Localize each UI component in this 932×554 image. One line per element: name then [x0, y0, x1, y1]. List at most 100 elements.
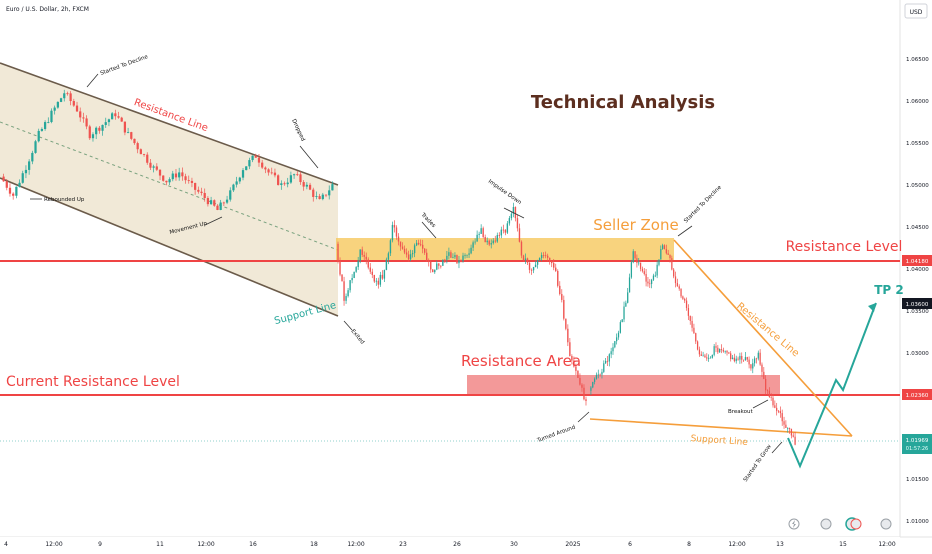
- time-tick-label: 12:00: [878, 541, 895, 548]
- time-tick-label: 12:00: [728, 541, 745, 548]
- candle-body: [47, 122, 50, 123]
- candle-body: [349, 280, 351, 291]
- projection-path: [787, 302, 877, 469]
- candle-body: [149, 162, 152, 168]
- candle-body: [82, 117, 85, 119]
- time-axis-ticks: 4 12:00 9 11 12:00 16 18 12:00 23 26 30 2025 6 8 12:00…: [4, 541, 896, 548]
- candle-body: [785, 424, 787, 428]
- candle-body: [662, 245, 664, 250]
- currency-button-label[interactable]: USD: [910, 9, 923, 16]
- candle-body: [238, 177, 241, 182]
- candle-body: [430, 261, 432, 270]
- candle-body: [565, 318, 567, 329]
- label-support-line-2: Support Line: [690, 434, 748, 448]
- time-tick-label: 16: [249, 541, 257, 548]
- candle-body: [700, 354, 702, 356]
- candle-body: [656, 264, 658, 276]
- candle-body: [466, 254, 468, 256]
- candle-body: [120, 117, 123, 122]
- projection-arrowhead: [868, 303, 876, 312]
- badge-last-price: [902, 434, 932, 454]
- candle-body: [339, 261, 341, 275]
- candle-body: [395, 227, 398, 237]
- time-tick-label: 12:00: [347, 541, 364, 548]
- candle-body: [654, 275, 656, 277]
- arrow-started-to-grow: [771, 441, 783, 454]
- candle-body: [528, 262, 531, 270]
- candle-body: [152, 166, 155, 168]
- candle-body: [126, 132, 130, 133]
- candle-body: [331, 184, 334, 191]
- channel-mid-line: [0, 121, 339, 251]
- us-flag-event-icon[interactable]: [820, 518, 832, 530]
- candle-body: [794, 436, 796, 445]
- candle-body: [343, 281, 345, 301]
- candle-body: [728, 352, 730, 354]
- candle-body: [579, 377, 581, 385]
- candle-body: [649, 283, 651, 285]
- candle-body: [488, 240, 490, 245]
- candle-body: [75, 105, 79, 112]
- candle-body: [534, 264, 537, 268]
- candle-body: [452, 257, 454, 259]
- annotation-arrows: [30, 73, 783, 454]
- candle-body: [273, 172, 277, 176]
- candle-body: [490, 243, 492, 245]
- time-tick-label: 11: [156, 541, 164, 548]
- candle-body: [621, 319, 623, 323]
- candle-body: [706, 357, 708, 359]
- candle-body: [357, 260, 359, 268]
- candle-body: [413, 245, 416, 254]
- candle-body: [142, 154, 146, 155]
- us-flag-event-icon-3[interactable]: [880, 518, 892, 530]
- candle-body: [472, 242, 474, 248]
- candle-body: [619, 322, 621, 333]
- candle-body: [508, 218, 511, 224]
- candle-body: [733, 357, 736, 362]
- candle-body: [658, 259, 660, 265]
- candle-body: [264, 167, 267, 170]
- candle-body: [612, 347, 614, 352]
- candle-body: [365, 256, 367, 260]
- candle-body: [383, 269, 386, 279]
- candle-body: [241, 170, 245, 178]
- candle-body: [117, 116, 120, 118]
- event-icons[interactable]: [788, 517, 892, 531]
- candle-body: [770, 396, 772, 398]
- badge-countdown-text: 01:57:26: [906, 446, 928, 452]
- candle-body: [676, 283, 679, 287]
- candle-body: [563, 299, 565, 319]
- candle-body: [123, 121, 127, 133]
- price-axis-panel[interactable]: [900, 0, 932, 550]
- candle-body: [194, 182, 197, 190]
- candle-body: [213, 200, 216, 206]
- candle-body: [107, 119, 111, 123]
- candle-body: [663, 245, 666, 250]
- candle-body: [520, 241, 523, 256]
- time-axis-panel[interactable]: [0, 537, 900, 550]
- candle-body: [79, 111, 82, 118]
- lightning-event-icon[interactable]: [788, 518, 800, 530]
- candle-body: [277, 175, 280, 185]
- candle-body: [371, 271, 373, 275]
- candle-body: [377, 280, 380, 285]
- candle-body: [299, 174, 302, 183]
- currency-button[interactable]: [904, 3, 928, 19]
- candle-body: [601, 371, 603, 375]
- eu-flag-event-icon[interactable]: [850, 518, 862, 530]
- candle-body: [691, 320, 693, 328]
- candle-body: [267, 169, 270, 173]
- candle-body: [603, 363, 605, 372]
- candle-body: [592, 381, 594, 388]
- candle-body: [737, 358, 739, 360]
- candle-body: [454, 255, 456, 258]
- candle-body: [456, 255, 458, 264]
- candle-body: [641, 268, 644, 272]
- candle-body: [56, 101, 59, 108]
- price-tick-label: 1.03000: [906, 351, 929, 357]
- candle-body: [428, 260, 430, 262]
- candle-body: [373, 274, 376, 282]
- candle-body: [405, 252, 408, 255]
